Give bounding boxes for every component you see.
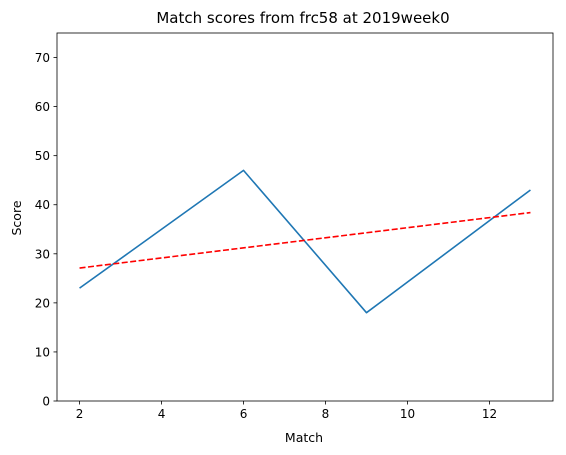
x-tick-label: 4	[158, 407, 166, 421]
score-line	[79, 169, 531, 314]
y-tick-label: 50	[35, 149, 50, 163]
y-tick-label: 20	[35, 296, 50, 310]
x-tick-label: 8	[322, 407, 330, 421]
trend-line-dashed	[79, 211, 531, 269]
y-axis-ticks: 0 10 20 30 40 50 60 70	[35, 51, 57, 409]
series-layer	[79, 169, 531, 314]
chart-title: Match scores from frc58 at 2019week0	[156, 9, 449, 27]
y-tick-label: 70	[35, 51, 50, 65]
plot-area	[56, 32, 554, 402]
plot-frame	[56, 32, 554, 402]
y-tick-label: 10	[35, 345, 50, 359]
x-tick-label: 6	[240, 407, 248, 421]
y-tick-label: 40	[35, 198, 50, 212]
x-tick-label: 10	[400, 407, 415, 421]
x-tick-label: 2	[76, 407, 84, 421]
x-axis-ticks: 2 4 6 8 10 12	[76, 401, 497, 421]
x-axis-label: Match	[285, 430, 323, 445]
y-tick-label: 30	[35, 247, 50, 261]
y-axis-label: Score	[9, 200, 24, 235]
y-tick-label: 60	[35, 100, 50, 114]
y-tick-label: 0	[42, 395, 50, 409]
x-tick-label: 12	[482, 407, 497, 421]
